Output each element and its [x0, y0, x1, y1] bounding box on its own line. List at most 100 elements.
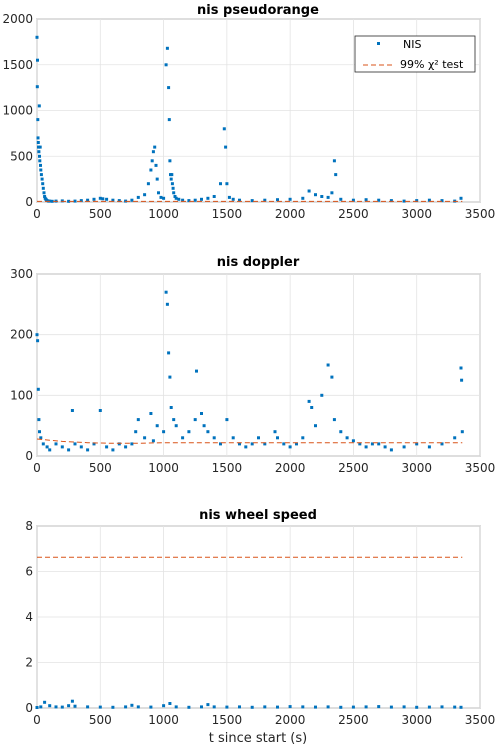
nis-point	[364, 445, 368, 449]
y-tick-label: 4	[25, 610, 33, 624]
nis-point	[250, 199, 254, 203]
nis-point	[164, 290, 168, 294]
nis-point	[263, 705, 267, 709]
nis-point	[301, 705, 305, 709]
x-tick-label: 1500	[212, 207, 243, 221]
nis-point	[143, 193, 147, 197]
x-tick-label: 0	[33, 713, 41, 727]
plot-area-doppler	[36, 273, 481, 457]
x-tick-label: 3000	[401, 207, 432, 221]
nis-point	[301, 196, 305, 200]
subplot-wheel-speed: nis wheel speed 0 500 1000 1500 2000 2500 3000…	[25, 508, 495, 746]
nis-point	[389, 199, 393, 203]
nis-point	[38, 430, 41, 434]
nis-point	[60, 705, 64, 709]
nis-point	[173, 195, 177, 198]
nis-point	[225, 705, 229, 709]
nis-point	[36, 58, 39, 62]
x-tick-label: 2000	[275, 713, 306, 727]
nis-point	[37, 145, 40, 149]
x-tick-label: 500	[89, 713, 112, 727]
nis-point	[111, 705, 115, 709]
nis-point	[459, 196, 463, 200]
nis-point	[224, 145, 228, 149]
nis-point	[314, 424, 317, 428]
nis-point	[43, 700, 47, 704]
nis-point	[320, 393, 324, 397]
nis-point	[227, 195, 231, 199]
threshold-line	[36, 438, 463, 444]
nis-point	[67, 448, 71, 452]
nis-point	[440, 705, 444, 709]
nis-point	[36, 387, 40, 391]
nis-point	[383, 445, 387, 449]
nis-point	[169, 177, 173, 181]
nis-point	[415, 199, 419, 203]
x-tick-label: 2500	[338, 713, 369, 727]
nis-point	[351, 705, 355, 709]
nis-point	[339, 430, 343, 434]
nis-point	[389, 705, 393, 709]
nis-point	[168, 375, 172, 379]
nis-point	[150, 159, 154, 163]
nis-point	[402, 199, 406, 203]
chart-title-wheel-speed: nis wheel speed	[199, 508, 317, 523]
nis-point	[187, 705, 191, 709]
nis-point	[38, 154, 41, 158]
nis-point	[415, 442, 419, 446]
nis-point	[105, 197, 109, 201]
nis-point	[36, 141, 40, 144]
x-tick-label: 1000	[148, 461, 179, 475]
x-tick-label: 2500	[338, 207, 369, 221]
nis-point	[157, 191, 160, 195]
y-tick-label: 0	[25, 701, 33, 715]
nis-point	[231, 197, 235, 201]
nis-point	[105, 445, 109, 449]
nis-point	[86, 448, 90, 452]
nis-point	[134, 430, 138, 434]
x-tick-label: 0	[33, 461, 41, 475]
nis-point	[415, 705, 419, 709]
nis-point	[326, 705, 330, 709]
nis-point	[276, 436, 279, 440]
nis-point	[38, 159, 42, 163]
nis-point	[389, 448, 393, 452]
nis-point	[154, 163, 158, 167]
x-tick-label: 2000	[275, 461, 306, 475]
nis-point	[35, 85, 39, 89]
y-tick-label: 6	[25, 565, 33, 579]
nis-point	[124, 445, 128, 449]
nis-point	[222, 127, 226, 131]
nis-point	[155, 177, 159, 181]
nis-point	[250, 442, 254, 446]
nis-point	[326, 195, 330, 199]
nis-point	[35, 706, 39, 709]
nis-point	[206, 430, 210, 434]
nis-point	[276, 198, 279, 202]
nis-point	[402, 705, 406, 709]
nis-point	[212, 705, 216, 709]
nis-point	[143, 436, 147, 440]
nis-point	[151, 439, 155, 443]
x-tick-label: 3500	[465, 461, 496, 475]
nis-point	[206, 196, 210, 200]
nis-point	[460, 430, 464, 434]
nis-point	[117, 442, 121, 446]
nis-point	[38, 145, 42, 149]
nis-point	[146, 182, 150, 186]
nis-point	[301, 436, 305, 440]
nis-point	[288, 197, 292, 201]
nis-point	[162, 196, 166, 200]
nis-point	[427, 445, 431, 449]
nis-point	[377, 198, 381, 202]
nis-point	[149, 705, 153, 709]
nis-point	[98, 705, 102, 709]
nis-point	[151, 150, 155, 154]
y-tick-label: 2	[25, 656, 33, 670]
x-tick-label: 500	[89, 207, 112, 221]
nis-point	[326, 363, 330, 367]
chart-title-pseudorange: nis pseudorange	[197, 3, 319, 18]
nis-point	[41, 186, 45, 190]
nis-point	[174, 424, 178, 428]
nis-point	[238, 705, 241, 709]
